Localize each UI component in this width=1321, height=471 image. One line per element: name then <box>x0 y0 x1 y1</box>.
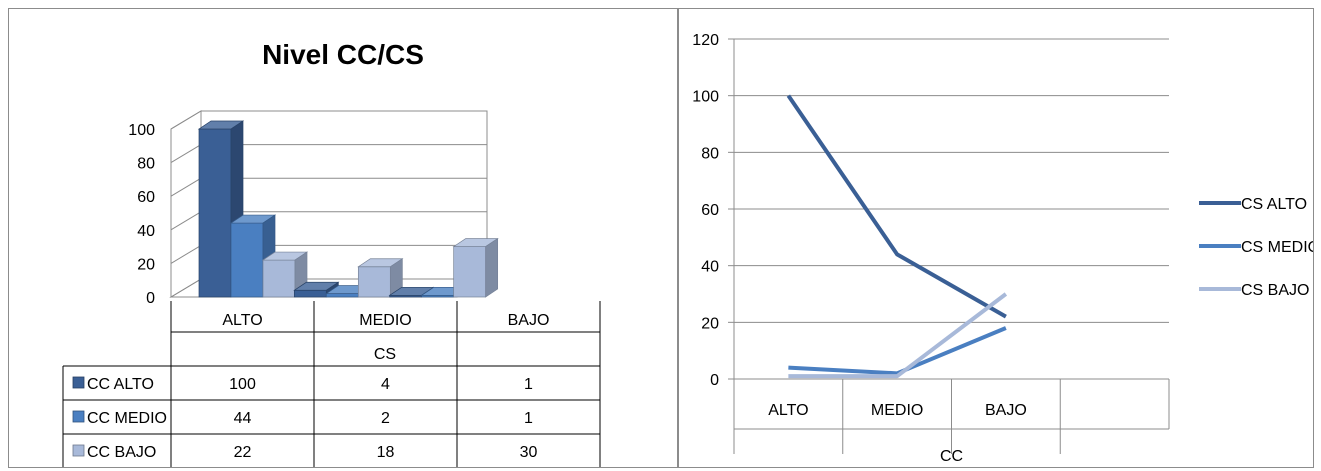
data-table-value: 18 <box>377 444 395 461</box>
legend-label: CC ALTO <box>87 376 154 393</box>
data-table-value: 1 <box>524 410 533 427</box>
x-category-label: BAJO <box>508 312 550 329</box>
bar-chart: Nivel CC/CS 0 20 40 60 80 100 ALTO MEDIO BAJO CS CC… <box>62 39 601 467</box>
bar <box>357 258 404 298</box>
y-tick-label: 20 <box>701 315 719 332</box>
data-table-value: 1 <box>524 376 533 393</box>
x-category-label: ALTO <box>768 402 808 419</box>
x-axis-title: CC <box>940 448 963 465</box>
bar-front <box>357 266 391 298</box>
gridline-side <box>170 244 202 264</box>
bar-front <box>325 293 359 298</box>
series-line-cs-alto <box>786 94 1007 319</box>
y-tick-label: 80 <box>137 156 155 173</box>
x-category-label: MEDIO <box>359 312 411 329</box>
legend-label: CC BAJO <box>87 444 156 461</box>
data-table-value: 22 <box>234 444 252 461</box>
bar-chart-panel: Nivel CC/CS 0 20 40 60 80 100 ALTO MEDIO BAJO CS CC… <box>8 8 678 468</box>
y-tick-label: 100 <box>128 122 155 139</box>
y-tick-label: 120 <box>692 32 719 49</box>
series-line-cs-medio <box>788 326 1007 376</box>
side-wall <box>170 110 202 298</box>
bar-front <box>198 128 232 298</box>
chart-title: Nivel CC/CS <box>262 39 424 70</box>
y-tick-label: 0 <box>710 372 719 389</box>
y-tick-label: 20 <box>137 256 155 273</box>
data-table-value: 30 <box>520 444 538 461</box>
data-table-value: 44 <box>234 410 252 427</box>
x-category-label: MEDIO <box>871 402 923 419</box>
legend-label: CS BAJO <box>1241 282 1309 299</box>
gridline-side <box>170 211 202 231</box>
y-tick-label: 80 <box>701 145 719 162</box>
legend-key <box>72 410 85 423</box>
x-category-label: ALTO <box>222 312 262 329</box>
legend-label: CS ALTO <box>1241 196 1307 213</box>
data-table-value: 100 <box>229 376 256 393</box>
bar-front <box>262 259 296 298</box>
data-table-value: 4 <box>381 376 390 393</box>
x-axis-title: CS <box>374 346 396 363</box>
legend-label: CC MEDIO <box>87 410 167 427</box>
gridline-side <box>170 144 202 164</box>
y-tick-label: 60 <box>701 202 719 219</box>
y-tick-label: 100 <box>692 89 719 106</box>
y-tick-label: 40 <box>137 223 155 240</box>
bar-front <box>230 222 264 298</box>
data-table-value: 2 <box>381 410 390 427</box>
gridline-side <box>170 110 202 130</box>
x-category-label: BAJO <box>985 402 1027 419</box>
legend-label: CS MEDIO <box>1241 239 1313 256</box>
series-line-cs-bajo <box>788 292 1008 379</box>
gridline-side <box>170 278 202 298</box>
line-chart-panel: 0 20 40 60 80 100 120 ALTO MEDIO BAJO CC CS ALTO CS … <box>678 8 1314 468</box>
legend-key <box>72 376 85 389</box>
bar <box>452 237 499 298</box>
y-tick-label: 0 <box>146 290 155 307</box>
bar-front <box>453 246 487 298</box>
bar <box>197 120 245 298</box>
line-chart: 0 20 40 60 80 100 120 ALTO MEDIO BAJO CC CS ALTO CS … <box>692 32 1313 465</box>
bar-front <box>293 289 327 298</box>
y-tick-label: 40 <box>701 259 719 276</box>
legend-key <box>72 444 85 457</box>
gridline-side <box>170 177 202 197</box>
bar-side <box>485 237 499 298</box>
y-tick-label: 60 <box>137 189 155 206</box>
